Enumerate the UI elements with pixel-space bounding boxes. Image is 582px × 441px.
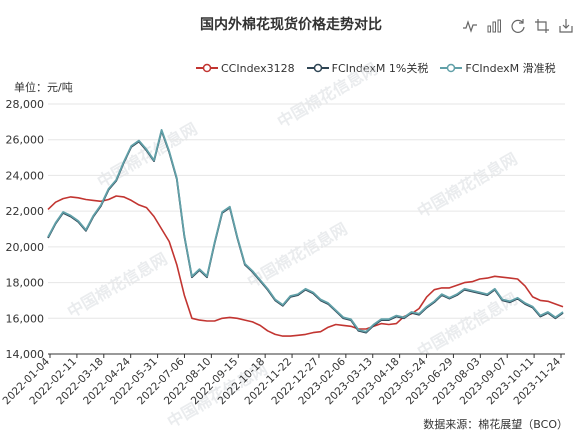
line-chart-icon[interactable] [462,18,478,34]
legend-item-fc-1pct[interactable]: FCIndexM 1%关税 [306,60,429,76]
series-line-3 [47,128,564,333]
legend-label: CCIndex3128 [221,61,295,75]
chart-toolbar [462,18,574,34]
watermark-text: 中国棉花信息网 [414,149,521,221]
watermark-text: 中国棉花信息网 [94,119,201,191]
chart-legend: CCIndex3128 FCIndexM 1%关税 FCIndexM 滑准税 [196,60,556,76]
y-tick-label: 24,000 [6,169,45,182]
chart-title: 国内外棉花现货价格走势对比 [200,17,382,33]
bar-chart-icon[interactable] [486,18,502,34]
legend-marker-icon [306,63,329,73]
legend-label: FCIndexM 1%关税 [331,62,429,75]
legend-label: FCIndexM 滑准税 [465,62,556,75]
crop-icon[interactable] [534,18,550,34]
source-label: 数据来源：棉花展望（BCO） [423,418,568,431]
legend-marker-icon [196,63,218,73]
refresh-icon[interactable] [510,18,526,34]
series-line-2 [47,129,564,334]
y-tick-label: 28,000 [6,98,45,111]
y-tick-label: 22,000 [6,205,45,218]
watermark-text: 中国棉花信息网 [274,59,381,131]
y-tick-label: 14,000 [6,348,45,361]
legend-item-fc-sliding[interactable]: FCIndexM 滑准税 [440,60,556,76]
watermark-text: 中国棉花信息网 [64,249,171,321]
y-tick-label: 26,000 [6,134,45,147]
y-axis-unit-label: 单位：元/吨 [14,81,73,94]
y-tick-label: 18,000 [6,277,45,290]
legend-item-cc[interactable]: CCIndex3128 [196,60,295,76]
y-tick-label: 20,000 [6,241,45,254]
legend-marker-icon [440,63,463,73]
download-icon[interactable] [558,18,574,34]
y-tick-label: 16,000 [6,312,45,325]
series-line-1 [47,195,564,337]
